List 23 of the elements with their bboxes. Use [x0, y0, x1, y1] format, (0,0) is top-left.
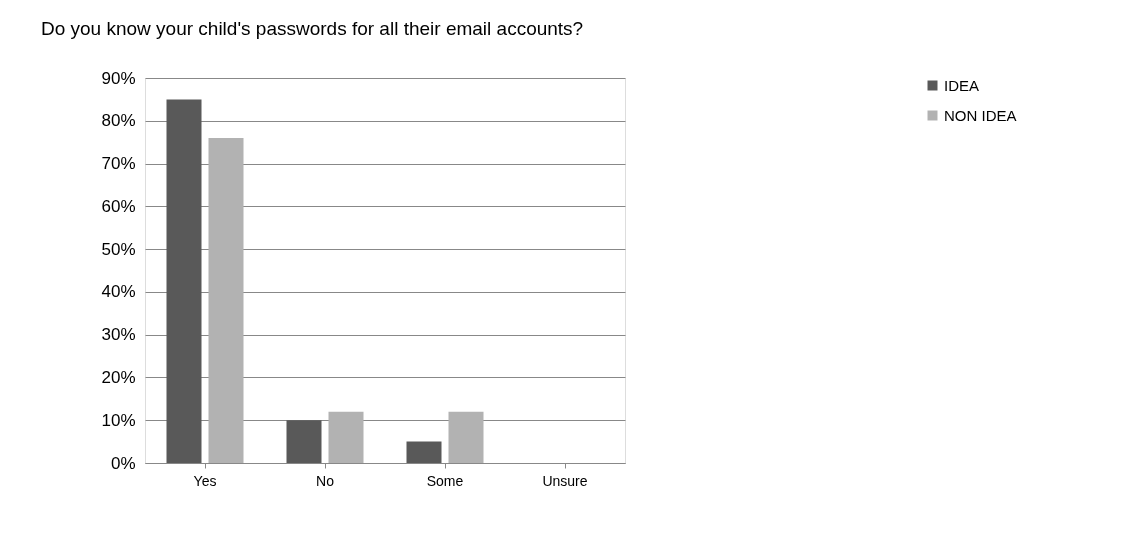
- bar: [328, 411, 364, 463]
- y-tick-label: 40%: [101, 282, 136, 302]
- chart-title: Do you know your child's passwords for all their email accounts?: [40, 18, 584, 39]
- legend-label: IDEA: [944, 76, 980, 94]
- y-tick-label: 80%: [101, 111, 136, 131]
- y-tick-label: 60%: [101, 196, 136, 216]
- x-tick-label: Unsure: [542, 472, 588, 489]
- bar: [286, 420, 322, 463]
- y-tick-label: 70%: [101, 154, 136, 174]
- bar: [406, 441, 442, 463]
- y-tick-label: 10%: [101, 410, 136, 430]
- y-tick-label: 50%: [101, 239, 136, 259]
- y-tick-label: 0%: [110, 453, 136, 473]
- x-tick-label: No: [316, 472, 335, 489]
- bar: [448, 411, 484, 463]
- y-tick-label: 30%: [101, 325, 136, 345]
- x-tick-label: Yes: [193, 472, 217, 489]
- x-tick-label: Some: [426, 472, 464, 489]
- legend-label: NON IDEA: [944, 106, 1017, 124]
- bar: [166, 99, 202, 463]
- bar: [208, 137, 244, 463]
- y-tick-label: 20%: [101, 367, 136, 387]
- y-tick-label: 90%: [101, 68, 136, 88]
